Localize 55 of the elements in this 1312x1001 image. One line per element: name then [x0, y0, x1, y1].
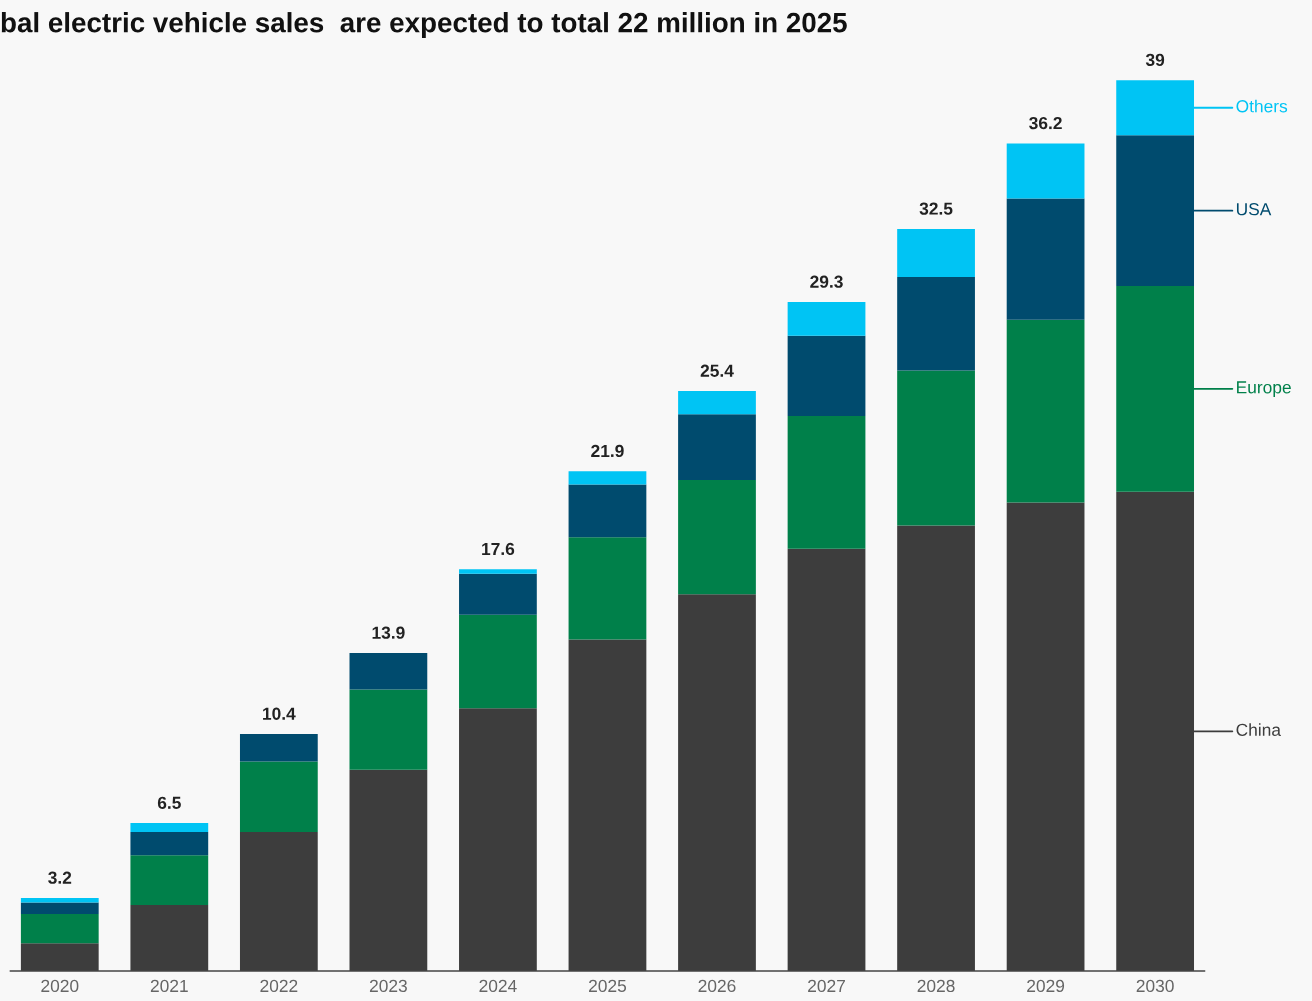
x-tick-label: 2021 — [150, 979, 188, 993]
x-tick-label: 2020 — [41, 979, 79, 993]
annotation: 17.6 — [482, 542, 515, 556]
x-tick-label: 2026 — [698, 979, 736, 993]
annotation: 21.9 — [591, 444, 624, 458]
annotation: 32.5 — [919, 202, 953, 215]
x-tick-label: 2028 — [917, 979, 955, 993]
bar — [678, 480, 756, 595]
legend-label: Others — [1236, 99, 1288, 113]
annotation: 3.2 — [48, 871, 72, 884]
bar — [568, 484, 647, 538]
annotation: 25.4 — [700, 364, 734, 377]
bar — [1006, 198, 1085, 320]
bar — [20, 913, 99, 944]
bar — [897, 277, 975, 371]
bar — [787, 415, 866, 549]
text: 39 — [1145, 53, 1165, 67]
annotation: 29.3 — [810, 275, 843, 288]
x-tick-label: 2023 — [369, 979, 407, 993]
bar — [897, 228, 975, 277]
bar — [130, 832, 209, 856]
bar — [239, 761, 318, 832]
bar — [459, 573, 537, 615]
x-tick-label: 2027 — [808, 979, 845, 993]
legend-label: Europe — [1237, 381, 1291, 397]
x-tick-label: 2022 — [260, 979, 298, 993]
x-tick-label: 2024 — [479, 979, 517, 993]
chart-title: bal electric vehicle sales are expected to total 22 million in 2025 — [1, 12, 847, 38]
x-tick-label: 2029 — [1027, 979, 1065, 993]
bar — [130, 855, 209, 906]
bar — [459, 614, 537, 709]
bar — [459, 569, 537, 574]
bar — [787, 335, 866, 416]
bar — [349, 689, 428, 770]
bar — [349, 652, 428, 690]
bar — [20, 897, 99, 903]
bar — [1006, 319, 1085, 503]
x-tick-label: 2025 — [589, 979, 627, 993]
bar — [678, 391, 756, 415]
bar — [568, 471, 647, 485]
legend-label: China — [1236, 723, 1281, 736]
bar — [1006, 143, 1085, 199]
bar — [130, 823, 209, 832]
annotation: 13.9 — [372, 626, 405, 639]
bar — [568, 537, 647, 640]
bar — [897, 370, 975, 526]
bar — [239, 734, 318, 762]
annotation: 6.5 — [157, 796, 181, 809]
legend-label: USA — [1236, 203, 1272, 216]
bar — [678, 414, 756, 481]
bar — [20, 902, 99, 914]
x-tick-label: 2030 — [1136, 979, 1174, 993]
annotation: 36.2 — [1029, 116, 1062, 130]
annotation: 10.4 — [263, 707, 296, 720]
bar — [787, 301, 866, 336]
